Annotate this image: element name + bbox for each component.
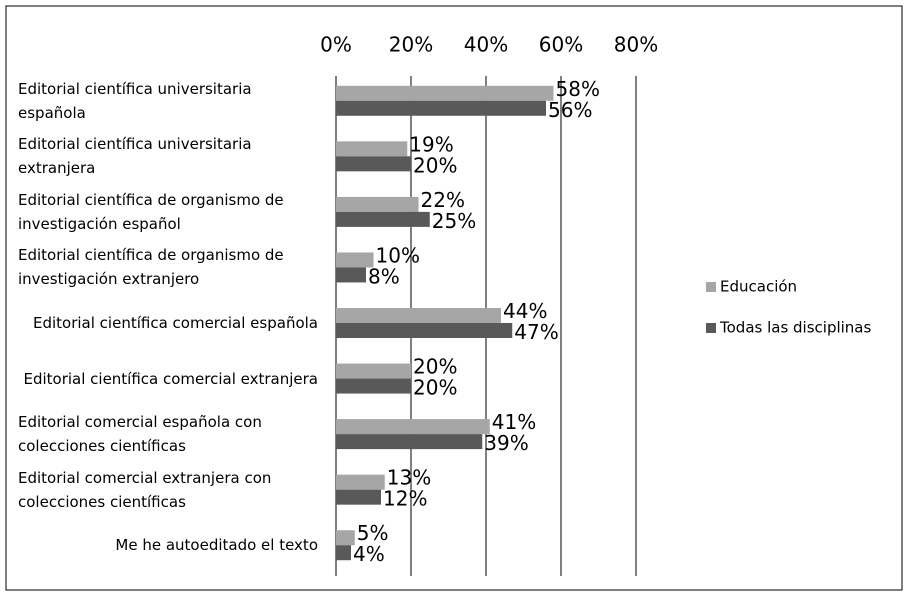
bar: [336, 489, 381, 505]
data-label: 20%: [413, 355, 457, 379]
bar: [336, 100, 546, 116]
bar: [336, 419, 490, 435]
y-tick-label: Editorial científica comercial extranjer…: [23, 369, 318, 388]
x-tick-label: 60%: [539, 33, 583, 57]
data-label: 8%: [368, 264, 400, 288]
bar: [336, 252, 374, 268]
bar: [336, 267, 366, 283]
data-label: 10%: [376, 243, 420, 267]
legend-swatch: [706, 323, 716, 333]
data-label: 4%: [353, 542, 385, 566]
data-label: 56%: [548, 98, 592, 122]
data-label: 39%: [484, 431, 528, 455]
data-label: 12%: [383, 487, 427, 511]
x-tick-label: 0%: [320, 33, 352, 57]
bar: [336, 323, 513, 338]
bar: [336, 474, 385, 490]
y-tick-label: Editorial científica de organismo de inv…: [18, 246, 284, 289]
y-tick-label: Editorial comercial española con colecci…: [18, 413, 262, 456]
y-tick-label: Editorial científica universitaria españ…: [18, 79, 252, 122]
bar: [336, 211, 430, 227]
legend-swatch: [706, 282, 716, 292]
bar: [336, 196, 419, 212]
y-tick-label: Editorial comercial extranjera con colec…: [18, 468, 272, 511]
data-label: 41%: [492, 410, 536, 434]
bar: [336, 141, 408, 157]
x-tick-label: 40%: [464, 33, 508, 57]
data-label: 25%: [432, 209, 476, 233]
y-tick-label: Me he autoeditado el texto: [115, 536, 318, 555]
data-label: 20%: [413, 153, 457, 177]
data-label: 58%: [556, 77, 600, 101]
bar: [336, 545, 351, 561]
data-label: 44%: [503, 299, 547, 323]
data-label: 20%: [413, 376, 457, 400]
bar: [336, 363, 411, 379]
data-label: 5%: [357, 521, 389, 545]
legend-label: Todas las disciplinas: [719, 319, 872, 337]
bar: [336, 434, 483, 450]
data-label: 47%: [514, 320, 558, 344]
x-tick-label: 20%: [389, 33, 433, 57]
bar: [336, 156, 411, 172]
data-label: 22%: [421, 188, 465, 212]
bar: [336, 378, 411, 394]
y-tick-label: Editorial científica comercial española: [33, 314, 318, 332]
y-tick-label: Editorial científica universitaria extra…: [18, 135, 252, 178]
bar: [336, 530, 355, 546]
bar: [336, 308, 501, 323]
chart-border: [5, 5, 903, 591]
x-tick-label: 80%: [614, 33, 658, 57]
legend-label: Educación: [720, 278, 797, 296]
y-tick-label: Editorial científica de organismo de inv…: [18, 190, 284, 233]
bar: [336, 85, 554, 101]
data-label: 13%: [387, 466, 431, 490]
data-label: 19%: [409, 132, 453, 156]
